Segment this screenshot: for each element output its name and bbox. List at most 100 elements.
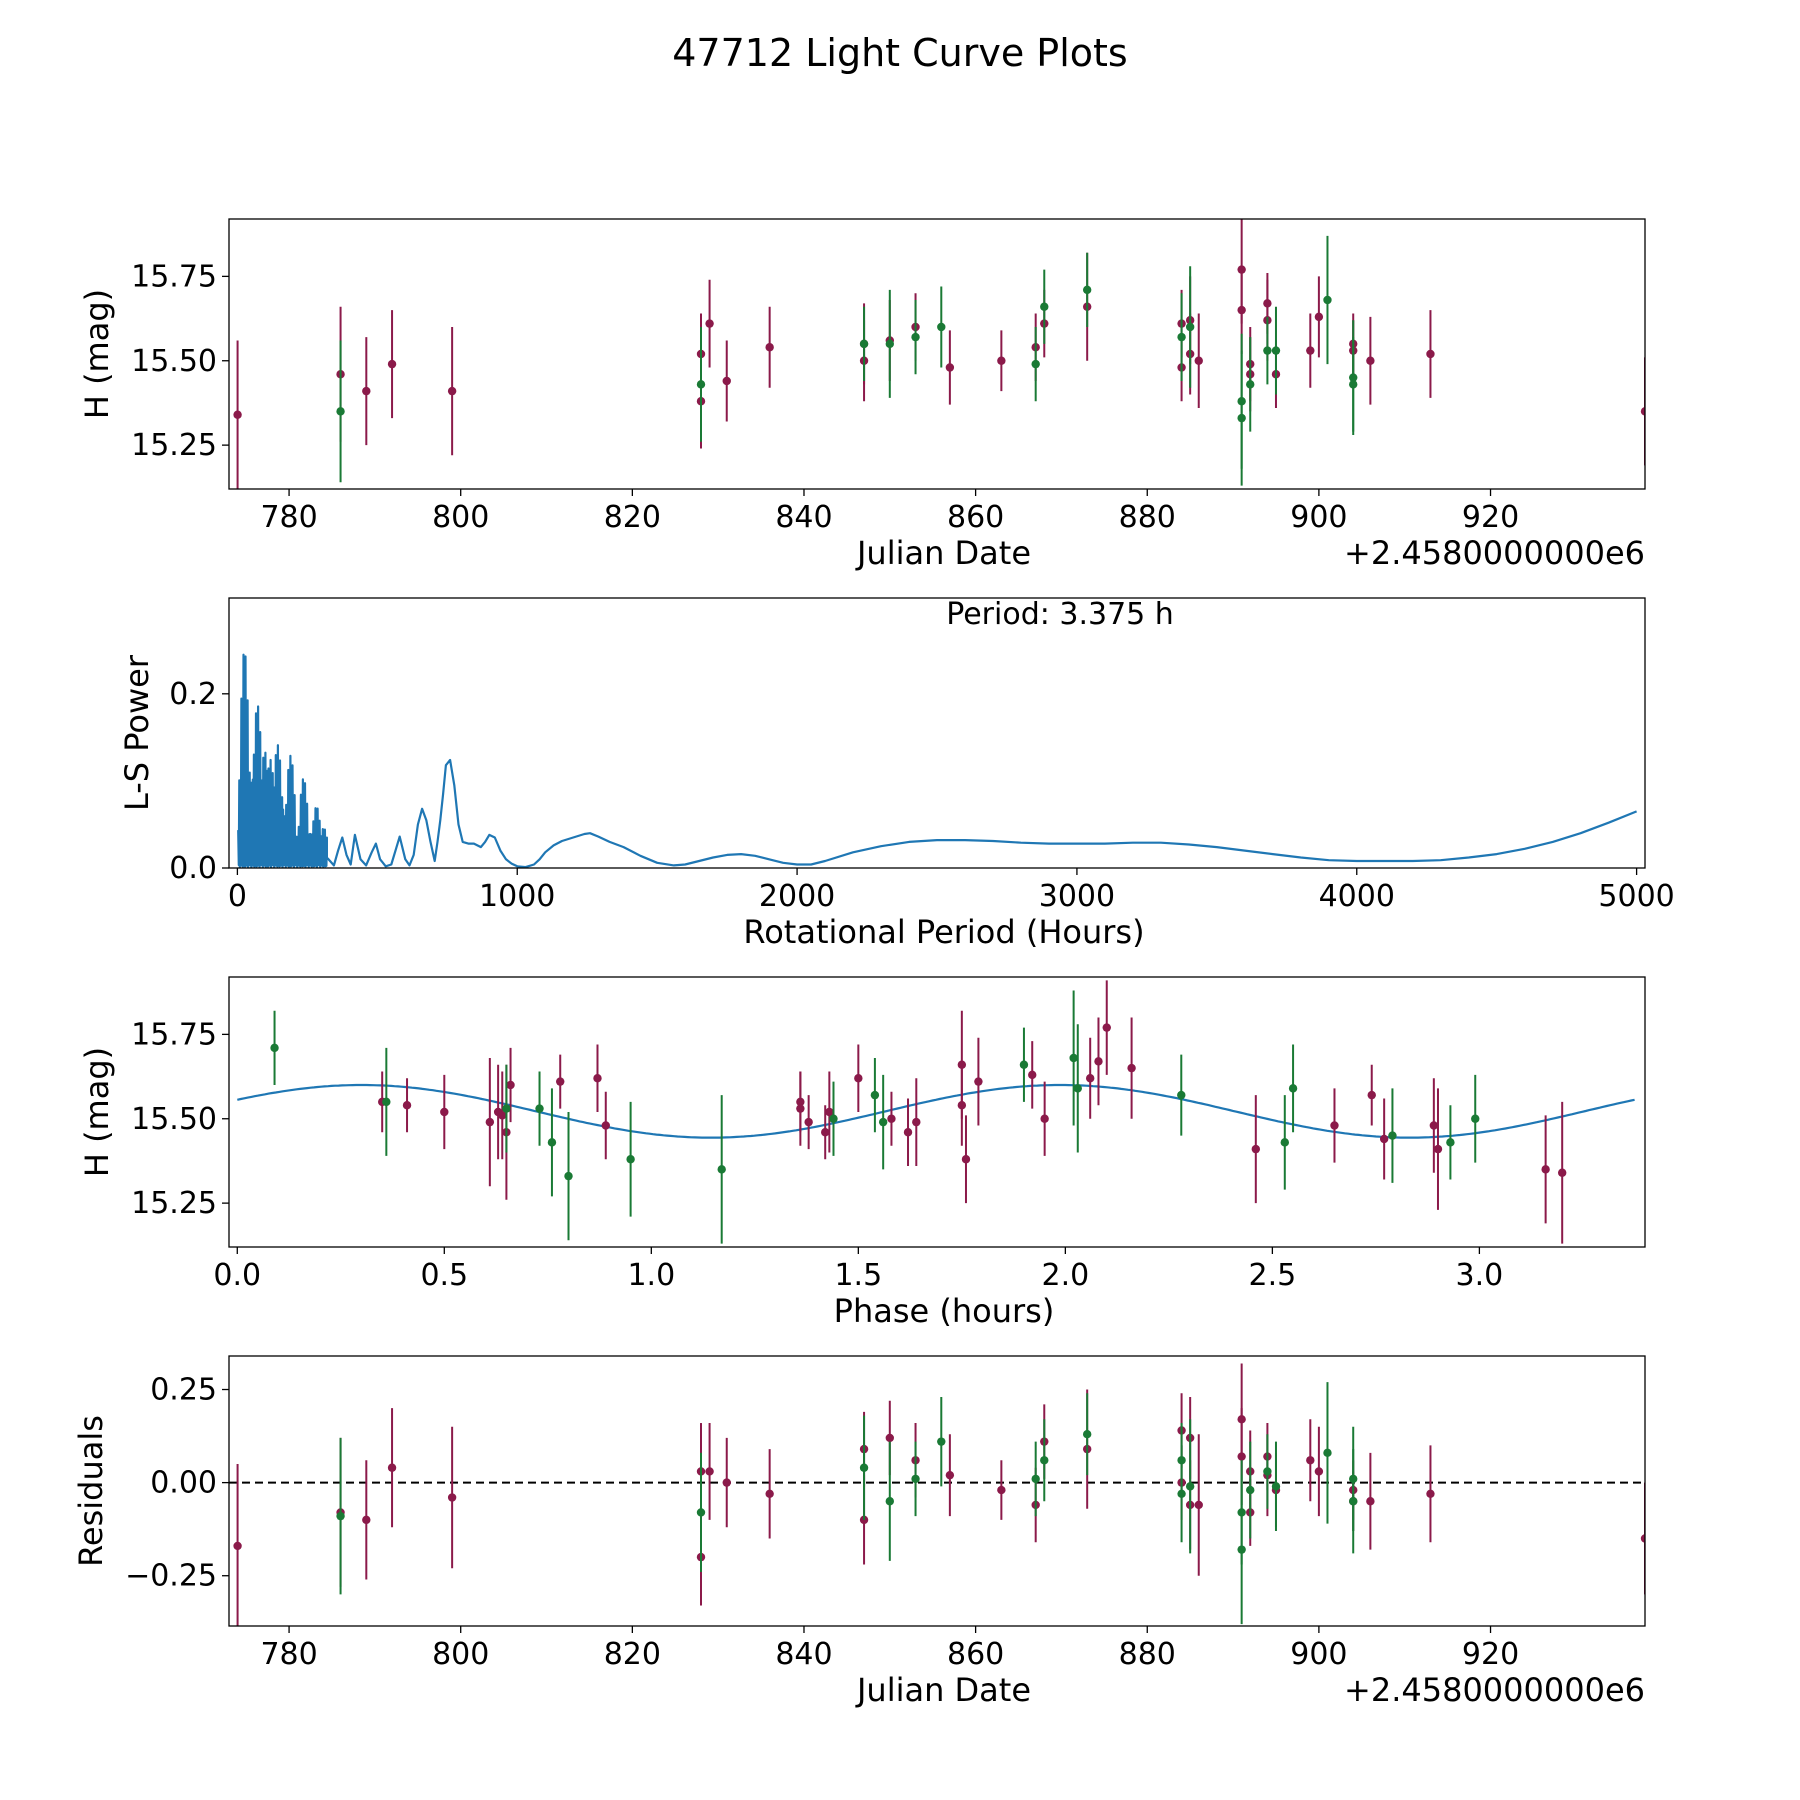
data-point xyxy=(1323,1448,1332,1458)
data-point xyxy=(1263,1467,1272,1476)
x-offset-label: +2.4580000000e6 xyxy=(1344,534,1645,572)
y-tick-label: 15.50 xyxy=(131,1102,217,1137)
figure-title: 47712 Light Curve Plots xyxy=(672,31,1127,75)
x-tick-label: 820 xyxy=(604,500,661,535)
x-tick-label: 780 xyxy=(260,500,317,535)
x-tick-label: 920 xyxy=(1462,1637,1519,1672)
axes-frame xyxy=(228,218,1646,490)
plot-area xyxy=(237,653,1638,868)
data-point xyxy=(870,1090,880,1100)
data-point xyxy=(1379,1134,1389,1144)
data-point xyxy=(601,1121,610,1130)
data-point xyxy=(1367,1090,1376,1100)
data-point xyxy=(1040,1114,1049,1123)
data-point xyxy=(1288,1084,1298,1093)
residuals-panel: 780 800 820 840 860 880 900 920 −0.25 0.00 0.25 Jul… xyxy=(72,1355,1646,1709)
x-tick-label: 880 xyxy=(1119,1637,1176,1672)
model-curve xyxy=(237,1083,1635,1139)
data-point xyxy=(1246,1485,1255,1495)
data-point xyxy=(1388,1131,1397,1140)
x-tick-label: 820 xyxy=(604,1637,661,1672)
data-point xyxy=(1271,346,1281,355)
data-point xyxy=(1349,380,1358,389)
phase-fold-panel: 0.0 0.5 1.0 1.5 2.0 2.5 3.0 15.25 15.50 15.75 Phas… xyxy=(78,976,1646,1330)
data-point xyxy=(696,380,706,389)
x-tick-label: 5000 xyxy=(1598,879,1674,914)
data-point xyxy=(885,1497,894,1506)
x-tick-label: 3.0 xyxy=(1456,1258,1504,1293)
data-point xyxy=(945,1470,955,1480)
x-tick-label: 0.0 xyxy=(213,1258,261,1293)
data-point xyxy=(556,1077,565,1086)
data-point xyxy=(506,1080,515,1090)
data-point xyxy=(1349,1497,1358,1506)
data-point xyxy=(1433,1144,1443,1154)
x-tick-label: 3000 xyxy=(1039,879,1115,914)
x-tick-label: 1.0 xyxy=(627,1258,675,1293)
x-tick-label: 4000 xyxy=(1319,879,1395,914)
data-point xyxy=(1082,1430,1092,1439)
x-tick-label: 860 xyxy=(947,500,1004,535)
data-point xyxy=(564,1171,573,1181)
data-point xyxy=(1085,1074,1095,1083)
data-point xyxy=(804,1117,813,1127)
y-tick-label: 15.25 xyxy=(131,1186,217,1221)
y-tick-label: −0.25 xyxy=(125,1559,217,1594)
data-point xyxy=(440,1107,449,1117)
data-point xyxy=(859,339,869,349)
y-tick-label: 0.2 xyxy=(169,677,217,712)
data-point xyxy=(336,407,345,416)
data-point xyxy=(903,1128,913,1137)
data-point xyxy=(387,1463,397,1472)
x-axis-label: Julian Date xyxy=(855,1671,1031,1709)
x-tick-label: 0.5 xyxy=(420,1258,468,1293)
data-point xyxy=(1194,356,1203,365)
data-point xyxy=(1263,346,1272,355)
x-tick-label: 1.5 xyxy=(834,1258,882,1293)
data-point xyxy=(957,1060,967,1069)
data-point xyxy=(912,1117,921,1127)
data-point xyxy=(945,363,955,372)
data-point xyxy=(1185,322,1195,332)
data-point xyxy=(1177,1090,1186,1100)
x-tick-label: 900 xyxy=(1290,1637,1347,1672)
data-point xyxy=(485,1117,495,1127)
data-point xyxy=(1366,1497,1375,1506)
data-point xyxy=(765,343,774,352)
data-point xyxy=(1028,1070,1037,1080)
y-tick-label: 0.25 xyxy=(150,1373,217,1408)
data-point xyxy=(1280,1138,1289,1147)
data-point xyxy=(382,1097,391,1107)
data-point xyxy=(937,322,946,332)
data-point xyxy=(1073,1084,1082,1093)
light-curve-panel: 780 800 820 840 860 880 900 920 15.25 15.50 15.75 J… xyxy=(78,218,1646,572)
period-annotation: Period: 3.375 h xyxy=(946,597,1174,632)
x-tick-label: 900 xyxy=(1290,500,1347,535)
data-point xyxy=(1031,1474,1040,1484)
data-point xyxy=(1194,1500,1203,1510)
plot-area xyxy=(229,1363,1645,1626)
data-point xyxy=(1306,346,1315,355)
axes-frame xyxy=(228,976,1646,1248)
x-tick-label: 840 xyxy=(775,1637,832,1672)
data-point xyxy=(1237,1452,1246,1461)
data-point xyxy=(1094,1057,1103,1066)
data-point xyxy=(717,1165,726,1174)
data-point xyxy=(722,1478,731,1487)
y-tick-label: 15.75 xyxy=(131,259,217,294)
x-tick-label: 920 xyxy=(1462,500,1519,535)
data-point xyxy=(1251,1144,1261,1154)
periodogram-line xyxy=(237,653,1638,868)
data-point xyxy=(1429,1121,1439,1130)
data-point xyxy=(1127,1063,1136,1073)
x-tick-label: 1000 xyxy=(479,879,555,914)
data-point xyxy=(961,1155,971,1164)
data-point xyxy=(535,1104,544,1113)
data-point xyxy=(765,1489,774,1498)
data-point xyxy=(447,1493,457,1502)
x-tick-label: 800 xyxy=(432,1637,489,1672)
data-point xyxy=(696,1508,706,1517)
data-point xyxy=(705,1467,714,1476)
y-tick-label: 0.0 xyxy=(169,851,217,886)
